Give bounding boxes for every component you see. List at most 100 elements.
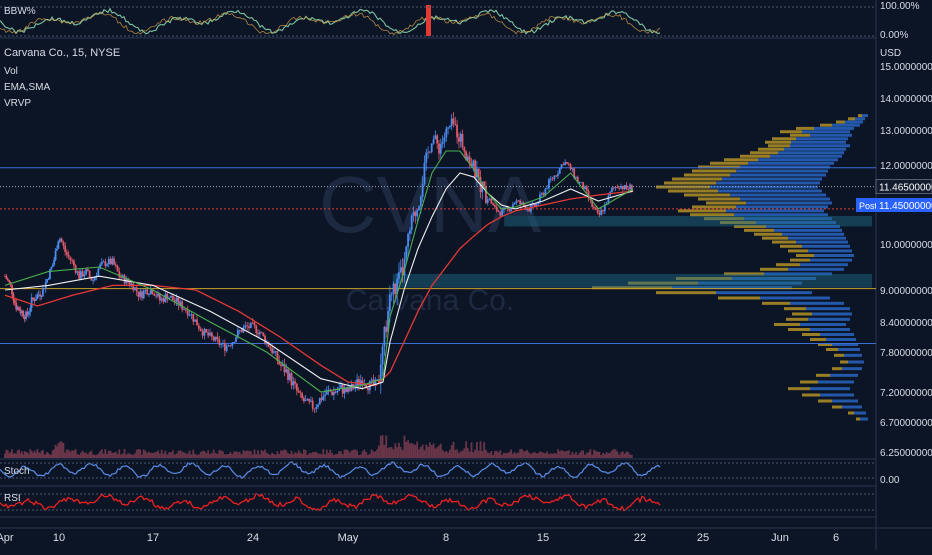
- candle-body: [315, 406, 318, 409]
- vrvp-bar-up: [788, 387, 810, 391]
- volume-bar: [42, 450, 44, 458]
- indicator-ema-sma[interactable]: EMA,SMA: [4, 82, 51, 93]
- zones[interactable]: [392, 215, 872, 288]
- time-tick-label: Apr: [0, 532, 14, 544]
- vrvp-bar-up: [760, 267, 788, 271]
- indicator-vol[interactable]: Vol: [4, 66, 18, 77]
- candle-body: [549, 178, 552, 180]
- volume-bar: [16, 450, 19, 458]
- time-tick-label: 8: [443, 532, 449, 544]
- volume-bar: [394, 443, 397, 458]
- volume-bar: [148, 451, 150, 458]
- candle-body: [186, 310, 189, 316]
- candle-body: [225, 345, 228, 351]
- volume-bar: [53, 449, 56, 458]
- vrvp-bar-up: [818, 343, 832, 346]
- candle-body: [86, 269, 89, 272]
- volume-bar: [57, 443, 60, 458]
- vrvp-bar-up: [720, 221, 756, 225]
- horizontal-levels[interactable]: [0, 167, 876, 344]
- vrvp-bar-down: [698, 281, 802, 285]
- symbol-title[interactable]: Carvana Co., 15, NYSE: [4, 47, 121, 59]
- stoch-panel[interactable]: [0, 461, 876, 479]
- volume-bar: [100, 449, 103, 458]
- stoch-line: [0, 461, 661, 479]
- volume-bar: [315, 451, 318, 458]
- candle-body: [383, 326, 386, 347]
- candle-body: [39, 294, 41, 297]
- sma-white-line: [4, 172, 634, 390]
- volume-bar: [88, 451, 91, 458]
- volume-bar: [201, 450, 204, 458]
- vrvp-bar-up: [690, 213, 734, 217]
- volume-bar: [582, 450, 585, 458]
- volume-bar: [20, 451, 23, 458]
- volume-bar: [287, 452, 289, 458]
- candle-body: [535, 203, 538, 207]
- vrvp-bar-up: [810, 338, 826, 341]
- candle-body: [334, 391, 337, 393]
- candle-body: [436, 135, 439, 144]
- candle-body: [332, 391, 335, 395]
- volume-bar: [504, 453, 507, 458]
- indicator-vrvp[interactable]: VRVP: [4, 98, 32, 109]
- vrvp-bar-down: [832, 399, 858, 403]
- volume-bar: [85, 452, 88, 458]
- candle-body: [472, 160, 475, 167]
- volume-bar: [348, 452, 351, 458]
- candle-body: [423, 162, 426, 184]
- bbw-panel[interactable]: [0, 5, 876, 37]
- vrvp-bar-up: [796, 126, 814, 130]
- volume-bar: [11, 449, 13, 458]
- candle-body: [248, 326, 250, 328]
- volume-bar: [562, 451, 565, 458]
- candle-body: [271, 348, 274, 353]
- volume-bar: [526, 450, 529, 458]
- volume-bar: [304, 450, 307, 458]
- vrvp-bar-up: [772, 240, 796, 244]
- vrvp-bar-up: [724, 158, 758, 162]
- volume-bar: [276, 451, 279, 458]
- volume-bar: [356, 450, 358, 458]
- candle-body: [214, 336, 217, 341]
- volume-bar: [448, 449, 451, 458]
- price-axis[interactable]: 100.00% 0.00% USD 15.00000000 14.00000000 13.…: [856, 1, 932, 486]
- candle-body: [430, 143, 433, 152]
- candle-body: [322, 396, 325, 400]
- candle-body: [447, 127, 449, 129]
- vrvp-bar-down: [855, 117, 865, 121]
- vrvp-bar-down: [830, 373, 858, 377]
- vrvp-bar-up: [656, 291, 716, 295]
- candle-body: [18, 307, 20, 311]
- vrvp-bar-down: [791, 140, 846, 144]
- volume-bar: [183, 452, 185, 458]
- stoch-label[interactable]: Stoch: [4, 466, 30, 477]
- volume-bar: [149, 452, 152, 458]
- vrvp-bar-down: [726, 209, 824, 213]
- candle-body: [114, 264, 117, 267]
- candle-body: [508, 208, 511, 211]
- volume-bar: [23, 451, 26, 458]
- time-axis[interactable]: Apr 10 17 24 May 8 15 22 25 Jun 6: [0, 527, 932, 544]
- candle-body: [468, 156, 471, 164]
- volume-bar: [175, 453, 178, 458]
- rsi-panel[interactable]: [0, 492, 876, 512]
- vrvp-bar-down: [790, 144, 850, 148]
- volume-bar: [231, 453, 234, 458]
- volume-bar: [506, 453, 509, 458]
- bbw-label[interactable]: BBW%: [4, 6, 36, 17]
- vrvp-bar-down: [770, 154, 842, 158]
- candle-body: [571, 168, 574, 170]
- vrvp-bar-up: [684, 173, 730, 177]
- volume-bar: [29, 449, 32, 458]
- volume-bar: [325, 449, 328, 458]
- ema-green-line: [4, 150, 634, 393]
- candle-body: [97, 268, 100, 276]
- zone-rect[interactable]: [504, 215, 872, 227]
- zone-rect[interactable]: [392, 273, 872, 288]
- candle-body: [591, 200, 594, 207]
- volume-bar: [134, 453, 136, 458]
- rsi-label[interactable]: RSI: [4, 493, 21, 504]
